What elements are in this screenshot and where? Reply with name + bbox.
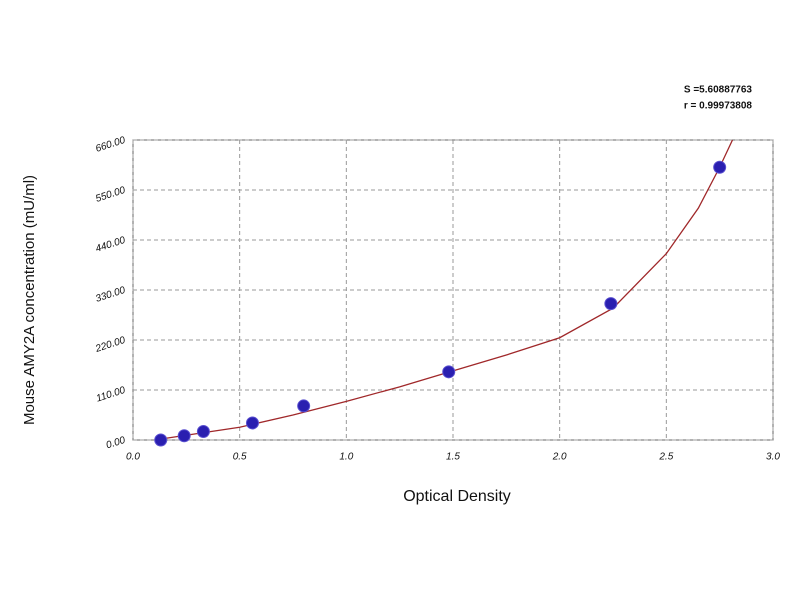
data-point — [297, 399, 311, 413]
data-point — [177, 429, 191, 443]
data-point — [604, 297, 618, 311]
x-axis-label: Optical Density — [403, 488, 511, 505]
x-tick-label: 2.0 — [552, 452, 567, 463]
x-tick-label: 0.5 — [233, 452, 247, 463]
x-tick-label: 1.0 — [339, 452, 353, 463]
x-tick-label: 2.5 — [658, 452, 673, 463]
annotation: S =5.60887763 — [684, 85, 753, 96]
x-tick-label: 1.5 — [446, 452, 460, 463]
x-tick-label: 0.0 — [126, 452, 140, 463]
y-axis-label: Mouse AMY2A concentration (mU/ml) — [21, 175, 38, 425]
data-point — [154, 433, 168, 447]
data-point — [196, 424, 210, 438]
annotation: r = 0.99973808 — [684, 101, 753, 112]
data-point — [245, 416, 259, 430]
data-point — [713, 160, 727, 174]
data-point — [442, 365, 456, 379]
x-tick-label: 3.0 — [766, 452, 780, 463]
